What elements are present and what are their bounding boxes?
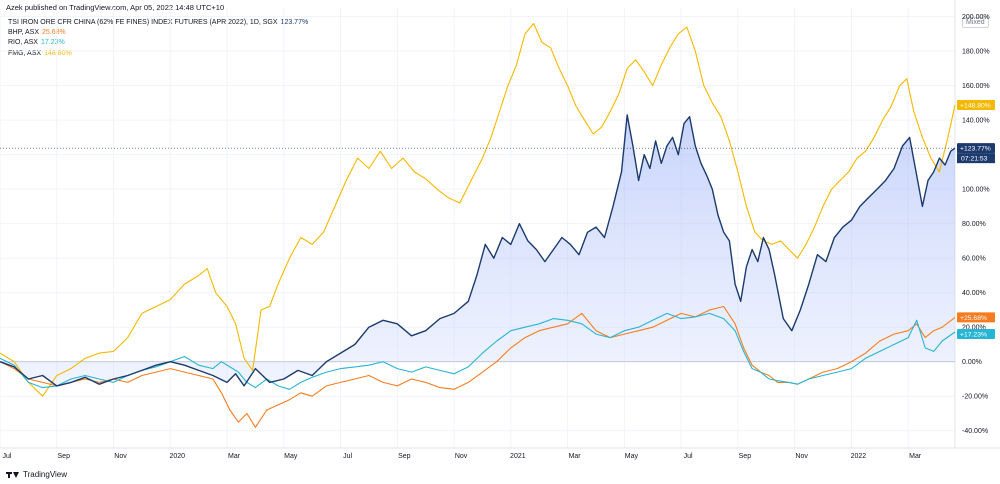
legend-label: FMG, ASX — [8, 49, 42, 57]
tradingview-logo-icon — [6, 471, 20, 479]
tradingview-brand: TradingView — [23, 470, 68, 479]
y-tick-label: 180.00% — [962, 49, 990, 56]
x-tick-label: Nov — [795, 453, 808, 460]
x-tick-label: Mar — [569, 453, 582, 460]
y-tick-label: 100.00% — [962, 187, 990, 194]
x-tick-label: Mar — [228, 453, 241, 460]
x-tick-label: May — [625, 453, 639, 460]
y-tick-label: -40.00% — [962, 428, 988, 435]
chart-legend: TSI IRON ORE CFR CHINA (62% FE FINES) IN… — [8, 18, 308, 59]
legend-item-rio[interactable]: RIO, ASX 17.23% — [8, 38, 308, 48]
x-tick-label: Sep — [58, 453, 71, 460]
y-tick-label: 160.00% — [962, 83, 990, 90]
legend-label: BHP, ASX — [8, 29, 40, 37]
x-tick-label: Jul — [343, 453, 352, 460]
x-tick-label: May — [284, 453, 298, 460]
x-tick-label: Sep — [398, 453, 411, 460]
legend-value: 148.80% — [44, 49, 72, 57]
price-chart[interactable]: -40.00% -20.00% 0.00% 20.00% 40.00% 60.00% 80.… — [0, 0, 1000, 470]
x-tick-label: Sep — [739, 453, 752, 460]
last-value-label: +17.23% — [960, 331, 987, 338]
time-label: 07:21:53 — [961, 156, 988, 163]
x-tick-label: Mar — [909, 453, 922, 460]
x-tick-label: Jul — [3, 453, 12, 460]
rio-line — [0, 312, 956, 390]
legend-item-bhp[interactable]: BHP, ASX 25.68% — [8, 28, 308, 38]
y-tick-label: -20.00% — [962, 394, 988, 401]
y-tick-label: 40.00% — [962, 290, 986, 297]
time-badge — [957, 153, 995, 164]
fmg-line — [0, 22, 956, 397]
y-tick-label: 200.00% — [962, 14, 990, 21]
last-value-badge — [957, 328, 995, 339]
legend-value: 25.68% — [42, 29, 66, 37]
x-tick-label: 2020 — [169, 453, 185, 460]
x-tick-label: Nov — [455, 453, 468, 460]
last-value-label: +123.77% — [960, 146, 991, 153]
legend-label: RIO, ASX — [8, 39, 38, 47]
x-tick-label: Jul — [684, 453, 693, 460]
y-tick-label: 60.00% — [962, 256, 986, 263]
legend-item-iron-ore[interactable]: TSI IRON ORE CFR CHINA (62% FE FINES) IN… — [8, 18, 308, 28]
last-value-label: +25.68% — [960, 315, 987, 322]
last-value-badge — [957, 99, 995, 110]
last-value-badge — [957, 143, 995, 154]
y-tick-label: 20.00% — [962, 325, 986, 332]
y-tick-label: 0.00% — [962, 359, 982, 366]
iron-ore-line — [0, 114, 956, 387]
scale-mode-button[interactable]: Mixed — [962, 17, 989, 28]
publisher-caption: Azek published on TradingView.com, Apr 0… — [6, 3, 225, 12]
x-tick-label: 2022 — [851, 453, 867, 460]
y-tick-label: 140.00% — [962, 118, 990, 125]
last-value-label: +148.80% — [960, 102, 991, 109]
last-value-badge — [957, 312, 995, 323]
legend-value: 17.23% — [40, 39, 65, 47]
legend-label: TSI IRON ORE CFR CHINA (62% FE FINES) IN… — [8, 19, 278, 26]
iron-ore-area-fill — [0, 115, 955, 386]
legend-value: 123.77% — [280, 19, 309, 26]
y-tick-label: 80.00% — [962, 221, 986, 228]
x-tick-label: 2021 — [510, 453, 526, 460]
legend-item-fmg[interactable]: FMG, ASX 148.80% — [8, 49, 308, 59]
x-tick-label: Nov — [114, 453, 127, 460]
tradingview-footer[interactable]: TradingView — [6, 470, 67, 479]
